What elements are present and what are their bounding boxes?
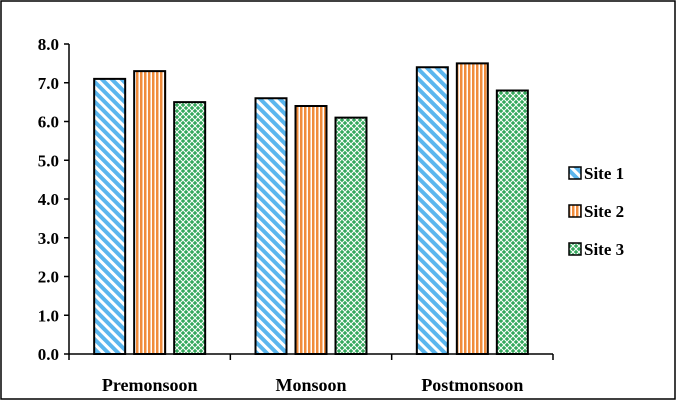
bar: [334, 116, 368, 355]
x-category-label: Monsoon: [275, 375, 346, 395]
y-tick-label: 3.0: [38, 229, 59, 248]
bar: [93, 77, 127, 355]
bar: [133, 70, 167, 355]
bar: [294, 105, 328, 355]
y-tick-label: 7.0: [38, 74, 59, 93]
x-category-label: Premonsoon: [102, 375, 198, 395]
bars: [93, 62, 529, 355]
y-tick-label: 1.0: [38, 306, 59, 325]
legend-label: Site 2: [584, 202, 624, 221]
bar: [495, 89, 529, 355]
y-tick-label: 5.0: [38, 151, 59, 170]
y-tick-label: 0.0: [38, 345, 59, 364]
y-tick-label: 2.0: [38, 268, 59, 287]
legend: Site 1 Site 2 Site 3: [568, 164, 624, 259]
bar: [455, 62, 489, 355]
legend-label: Site 3: [584, 240, 624, 259]
y-tick-label: 4.0: [38, 190, 59, 209]
legend-swatch: [568, 242, 582, 256]
bar: [173, 101, 207, 355]
y-tick-label: 6.0: [38, 113, 59, 132]
y-axis: 0.0 1.0 2.0 3.0 4.0 5.0 6.0 7.0 8.0: [38, 35, 70, 364]
bar: [254, 97, 288, 355]
x-category-label: Postmonsoon: [421, 375, 523, 395]
legend-swatch: [568, 204, 582, 218]
bar: [415, 66, 449, 355]
y-tick-label: 8.0: [38, 35, 59, 54]
legend-label: Site 1: [584, 164, 624, 183]
legend-swatch: [568, 166, 582, 180]
